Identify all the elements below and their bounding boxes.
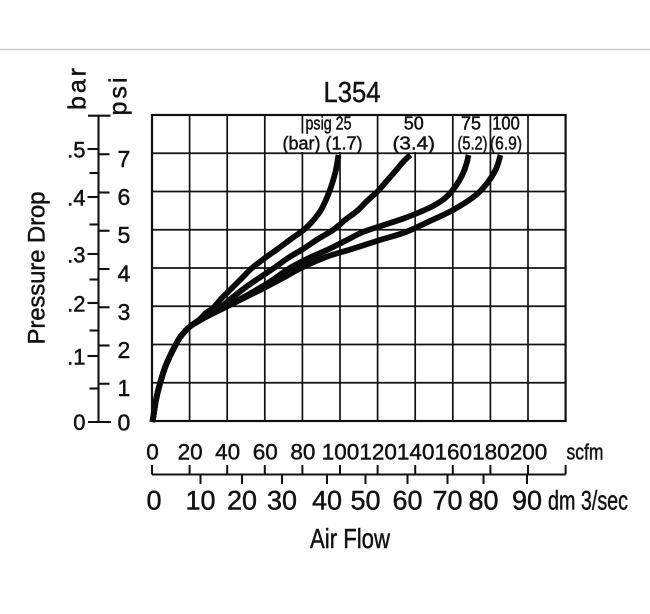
svg-text:200: 200 <box>510 440 548 465</box>
svg-text:0: 0 <box>118 410 131 436</box>
svg-text:(bar) (1.7): (bar) (1.7) <box>283 134 363 154</box>
svg-text:1: 1 <box>118 375 131 401</box>
svg-text:5: 5 <box>118 222 131 248</box>
svg-text:90: 90 <box>512 486 542 516</box>
svg-text:.5: .5 <box>67 138 85 163</box>
svg-text:20: 20 <box>227 486 257 516</box>
svg-text:40: 40 <box>312 486 342 516</box>
svg-text:80: 80 <box>468 486 498 516</box>
svg-text:180: 180 <box>472 440 510 465</box>
svg-text:2: 2 <box>118 337 131 363</box>
svg-text:Air Flow: Air Flow <box>310 523 390 554</box>
svg-text:20: 20 <box>178 440 203 465</box>
svg-text:.3: .3 <box>67 243 85 268</box>
svg-text:30: 30 <box>267 486 297 516</box>
svg-text:100: 100 <box>322 440 360 465</box>
svg-text:70: 70 <box>432 486 462 516</box>
svg-text:(6.9): (6.9) <box>490 134 522 154</box>
svg-text:bar: bar <box>64 68 92 110</box>
svg-text:100: 100 <box>492 114 520 134</box>
svg-text:psig 25: psig 25 <box>306 114 352 134</box>
svg-text:40: 40 <box>215 440 240 465</box>
svg-text:7: 7 <box>118 146 131 172</box>
svg-text:dm 3/sec: dm 3/sec <box>548 486 628 516</box>
svg-text:60: 60 <box>392 486 422 516</box>
svg-text:0: 0 <box>73 410 85 435</box>
svg-text:140: 140 <box>397 440 435 465</box>
svg-text:(5.2): (5.2) <box>458 134 488 154</box>
svg-text:80: 80 <box>290 440 315 465</box>
svg-text:120: 120 <box>359 440 397 465</box>
svg-text:.1: .1 <box>67 345 85 370</box>
svg-text:3: 3 <box>118 299 131 325</box>
svg-text:scfm: scfm <box>567 440 604 465</box>
svg-text:Pressure Drop: Pressure Drop <box>24 192 51 345</box>
svg-text:50: 50 <box>404 114 424 134</box>
svg-text:160: 160 <box>435 440 473 465</box>
svg-text:.4: .4 <box>67 186 85 211</box>
svg-text:50: 50 <box>350 486 380 516</box>
svg-text:(3.4): (3.4) <box>393 134 436 154</box>
svg-text:psi: psi <box>105 78 133 116</box>
svg-text:0: 0 <box>146 486 161 516</box>
svg-text:0: 0 <box>146 440 159 465</box>
svg-text:75: 75 <box>461 114 481 134</box>
svg-text:.2: .2 <box>67 292 85 317</box>
svg-text:L354: L354 <box>324 77 381 109</box>
svg-text:10: 10 <box>185 486 215 516</box>
svg-text:4: 4 <box>118 261 131 287</box>
svg-text:60: 60 <box>253 440 278 465</box>
svg-text:6: 6 <box>118 184 131 210</box>
